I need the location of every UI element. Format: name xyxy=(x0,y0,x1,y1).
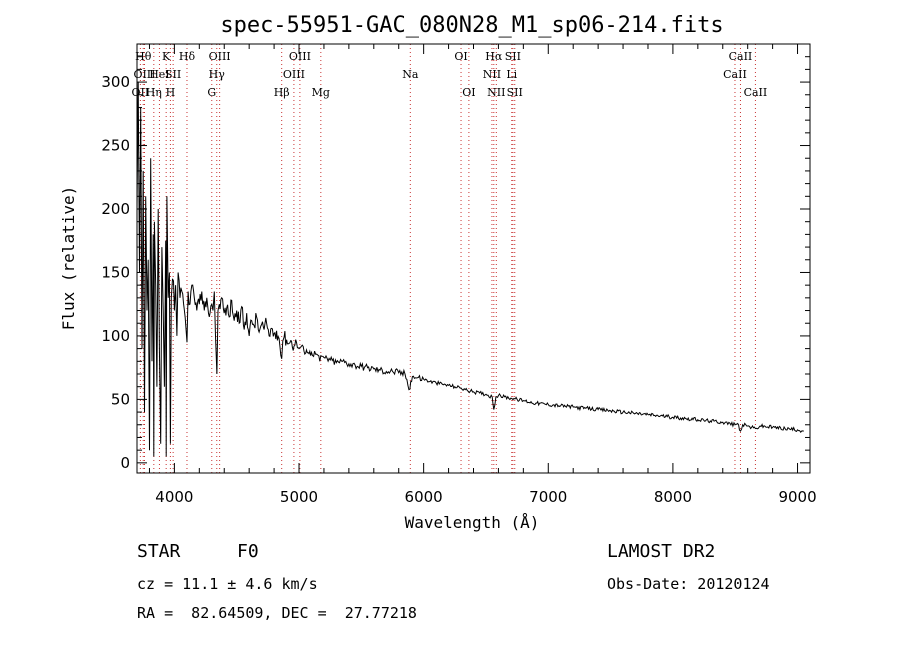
line-label-1: Hθ xyxy=(135,50,152,63)
plot-frame xyxy=(136,43,811,474)
line-label-20: Hα xyxy=(485,50,503,63)
coordinates-readout: RA = 82.64509, DEC = 27.77218 xyxy=(137,604,417,622)
line-label-2: OIII xyxy=(133,68,155,81)
line-label-18: OI xyxy=(462,86,475,99)
line-label-25: CaII xyxy=(723,68,747,81)
line-label-27: CaII xyxy=(744,86,768,99)
line-label-6: H xyxy=(166,86,176,99)
line-label-10: Hγ xyxy=(209,68,226,81)
line-label-13: OIII xyxy=(283,68,305,81)
survey-name: LAMOST DR2 xyxy=(607,541,716,562)
object-subclass: F0 xyxy=(237,541,259,562)
x-axis: 4000 5000 6000 7000 8000 9000 xyxy=(148,44,817,506)
x-tick-label-9000: 9000 xyxy=(778,488,816,506)
y-tick-label-0: 0 xyxy=(120,454,130,472)
line-label-14: OIII xyxy=(289,50,311,63)
x-tick-label-8000: 8000 xyxy=(654,488,692,506)
line-label-22: Li xyxy=(506,68,517,81)
redshift-readout: cz = 11.1 ± 4.6 km/s xyxy=(137,575,318,593)
line-label-12: Hβ xyxy=(274,86,290,99)
y-tick-label-150: 150 xyxy=(101,263,130,281)
line-label-15: Mg xyxy=(312,86,330,99)
line-label-8: Hδ xyxy=(179,50,196,63)
chart-title: spec-55951-GAC_080N28_M1_sp06-214.fits xyxy=(220,13,723,38)
y-tick-label-250: 250 xyxy=(101,137,130,155)
spectral-line-markers xyxy=(139,44,756,473)
line-label-11: OIII xyxy=(209,50,231,63)
line-label-21: NII xyxy=(487,86,505,99)
line-label-16: Na xyxy=(402,68,419,81)
line-label-3: Hη xyxy=(146,86,162,99)
object-class: STAR xyxy=(137,541,181,562)
x-tick-label-6000: 6000 xyxy=(405,488,443,506)
line-label-24: SII xyxy=(507,86,523,99)
line-label-26: CaII xyxy=(729,50,753,63)
y-tick-label-50: 50 xyxy=(111,390,130,408)
observation-date: Obs-Date: 20120124 xyxy=(607,575,770,593)
x-tick-label-7000: 7000 xyxy=(529,488,567,506)
x-axis-label: Wavelength (Å) xyxy=(405,513,540,532)
y-tick-label-100: 100 xyxy=(101,327,130,345)
y-axis: 0 50 100 150 200 250 300 xyxy=(101,56,810,472)
spectral-line-labels: OII Hθ OIII Hη HeI K H SII Hδ G Hγ OIII Hβ OIII OIII Mg… xyxy=(132,50,768,99)
line-label-7: SII xyxy=(165,68,181,81)
x-tick-label-5000: 5000 xyxy=(280,488,318,506)
line-label-23: SII xyxy=(505,50,521,63)
line-label-5: K xyxy=(162,50,171,63)
y-tick-label-300: 300 xyxy=(101,73,130,91)
line-label-19: NII xyxy=(483,68,501,81)
line-label-0: OII xyxy=(132,86,150,99)
line-label-9: G xyxy=(207,86,216,99)
y-tick-label-200: 200 xyxy=(101,200,130,218)
x-tick-label-4000: 4000 xyxy=(155,488,193,506)
y-axis-label: Flux (relative) xyxy=(59,186,78,331)
spectrum-line xyxy=(136,82,804,457)
line-label-17: OI xyxy=(454,50,467,63)
line-label-4: HeI xyxy=(149,68,169,81)
